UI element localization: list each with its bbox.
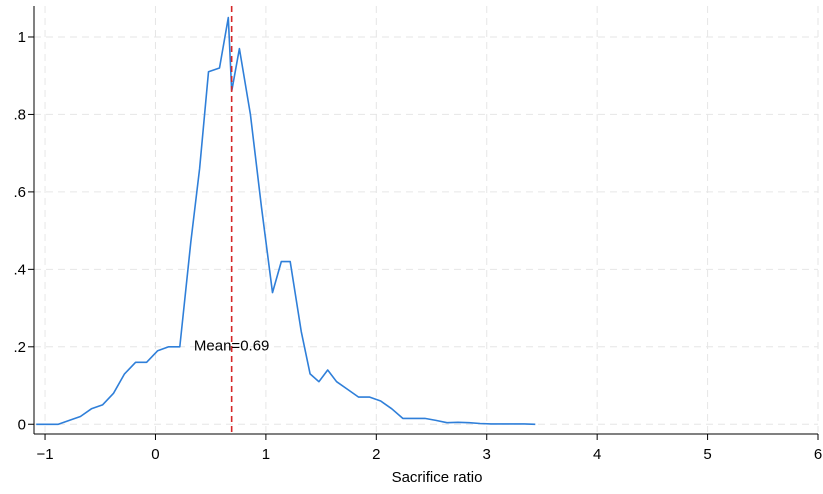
grid-layer bbox=[34, 6, 819, 432]
series-layer bbox=[36, 16, 536, 426]
x-tick-label-3: 2 bbox=[372, 446, 380, 463]
y-tick-label-4: .8 bbox=[13, 106, 26, 123]
x-axis-label: Sacrifice ratio bbox=[392, 469, 483, 486]
x-tick-label-4: 3 bbox=[483, 446, 491, 463]
y-tick-label-1: .2 bbox=[13, 339, 26, 356]
x-tick-label-1: 0 bbox=[151, 446, 159, 463]
y-tick-label-3: .6 bbox=[13, 184, 26, 201]
x-tick-label-0: −1 bbox=[36, 446, 53, 463]
mean-layer: Mean=0.69 bbox=[194, 6, 269, 432]
y-tick-label-5: 1 bbox=[18, 29, 26, 46]
x-tick-label-7: 6 bbox=[814, 446, 822, 463]
x-tick-label-2: 1 bbox=[262, 446, 270, 463]
x-tick-label-5: 4 bbox=[593, 446, 601, 463]
y-tick-label-0: 0 bbox=[18, 416, 26, 433]
y-tick-label-2: .4 bbox=[13, 261, 26, 278]
density-line-0 bbox=[36, 16, 536, 426]
x-tick-label-6: 5 bbox=[703, 446, 711, 463]
axes-layer: 0 .2 .4 .6 .8 1 −1 0 1 2 3 4 5 6 bbox=[13, 6, 822, 463]
mean-label: Mean=0.69 bbox=[194, 338, 269, 355]
